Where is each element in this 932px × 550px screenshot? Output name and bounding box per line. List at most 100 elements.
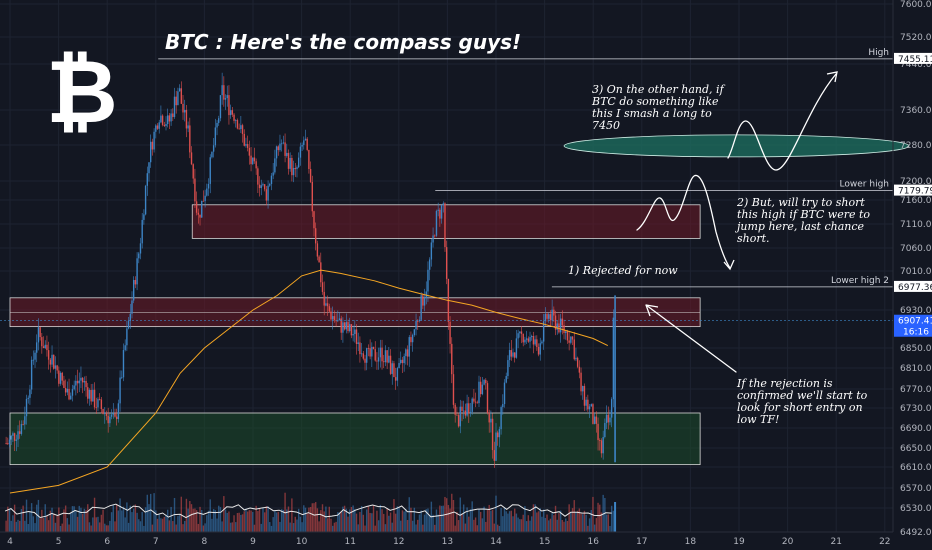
volume-bar (107, 525, 109, 532)
candle-body (151, 141, 154, 150)
x-tick-label: 22 (879, 537, 890, 547)
candle-body (195, 201, 198, 213)
candle-body (326, 303, 329, 307)
volume-bar (333, 522, 336, 532)
volume-bar (97, 516, 99, 532)
volume-bar (292, 523, 295, 532)
candle-body (161, 115, 164, 125)
volume-bar (462, 504, 465, 532)
volume-bar (512, 516, 514, 532)
volume-bar (570, 512, 572, 532)
x-tick-label: 14 (490, 537, 502, 547)
candle-body (461, 406, 463, 411)
volume-bar (498, 525, 501, 532)
volume-bar (486, 510, 489, 532)
candle-body (313, 211, 315, 229)
candle-body (194, 178, 196, 202)
y-tick-label: 6730.00 (900, 404, 932, 414)
level-price-box (894, 52, 932, 64)
candle-body (132, 280, 135, 301)
volume-bar (226, 512, 228, 532)
volume-bar (345, 508, 348, 532)
volume-bar (497, 524, 499, 532)
volume-bar (561, 519, 564, 532)
volume-bar (102, 509, 104, 532)
candle-body (119, 377, 121, 404)
volume-bar (212, 509, 215, 532)
candle-body (34, 352, 36, 360)
candle-body (420, 295, 422, 320)
volume-bar (479, 511, 482, 532)
y-axis[interactable]: 7600.00 7520.00 7440.00 7360.00 7280.00 7200.… (892, 0, 932, 538)
volume-bar (314, 502, 317, 532)
volume-bar (466, 507, 468, 532)
candle-body (585, 399, 587, 406)
candle-body (488, 412, 490, 423)
candle-body (297, 157, 300, 168)
candle-body (170, 113, 172, 122)
candle-body (357, 342, 359, 345)
volume-bar (413, 507, 416, 532)
volume-bar (195, 510, 198, 532)
candle-body (78, 380, 80, 384)
candle-body (308, 149, 310, 170)
candle-body (398, 363, 400, 369)
volume-bar (313, 503, 315, 532)
candle-body (206, 188, 208, 196)
candle-body (134, 280, 137, 285)
y-tick-label: 6492.00 (900, 528, 932, 538)
volume-bar (66, 518, 69, 532)
volume-bar (280, 509, 283, 532)
volume-bar (485, 521, 487, 532)
candle-body (330, 311, 332, 320)
candle-body (270, 175, 273, 184)
volume-bar (352, 505, 354, 532)
volume-bar (289, 522, 291, 532)
candle-body (109, 416, 111, 424)
volume-bar (126, 502, 128, 532)
volume-bar (607, 514, 609, 532)
candle-body (17, 431, 19, 440)
drawings (636, 71, 838, 373)
candle-body (575, 357, 577, 360)
x-axis[interactable]: 4 5 6 7 8 9 10 11 12 13 14 15 16 17 18 19 20 21 22 (0, 531, 893, 547)
volume-bar (537, 511, 540, 532)
candle-body (61, 372, 63, 381)
candle-body (41, 337, 43, 347)
candle-body (226, 95, 228, 99)
volume-bar (267, 506, 269, 532)
volume-bar (245, 508, 247, 532)
candle-body (301, 144, 303, 147)
candle-body (347, 322, 349, 332)
volume-bar (274, 510, 276, 532)
candle-body (167, 115, 169, 125)
volume-bar (369, 512, 371, 532)
candle-body (583, 385, 586, 406)
candle-body (561, 318, 564, 326)
volume-bar (357, 524, 359, 532)
volume-bar (219, 507, 222, 532)
volume-bar (221, 521, 223, 532)
countdown: 16:16 (903, 328, 929, 338)
volume-bar (304, 507, 307, 532)
volume-bar-last (614, 502, 617, 532)
candle-body (160, 115, 162, 123)
candle-body (343, 322, 346, 330)
volume-bar (211, 518, 213, 532)
candle-body (532, 336, 535, 345)
candle-body (32, 359, 35, 361)
candle-body (502, 404, 504, 408)
candle-body (42, 346, 45, 349)
volume-bar (425, 509, 427, 532)
volume-bar (56, 515, 58, 532)
candle-body (100, 399, 103, 410)
candle-body (236, 120, 239, 129)
candle-body (218, 118, 220, 123)
volume-bar (95, 517, 97, 532)
candle-body (153, 131, 155, 150)
candle-body (428, 259, 431, 270)
y-tick-label: 6770.00 (900, 385, 932, 395)
candle-body (56, 365, 58, 371)
candle-body (53, 354, 55, 369)
